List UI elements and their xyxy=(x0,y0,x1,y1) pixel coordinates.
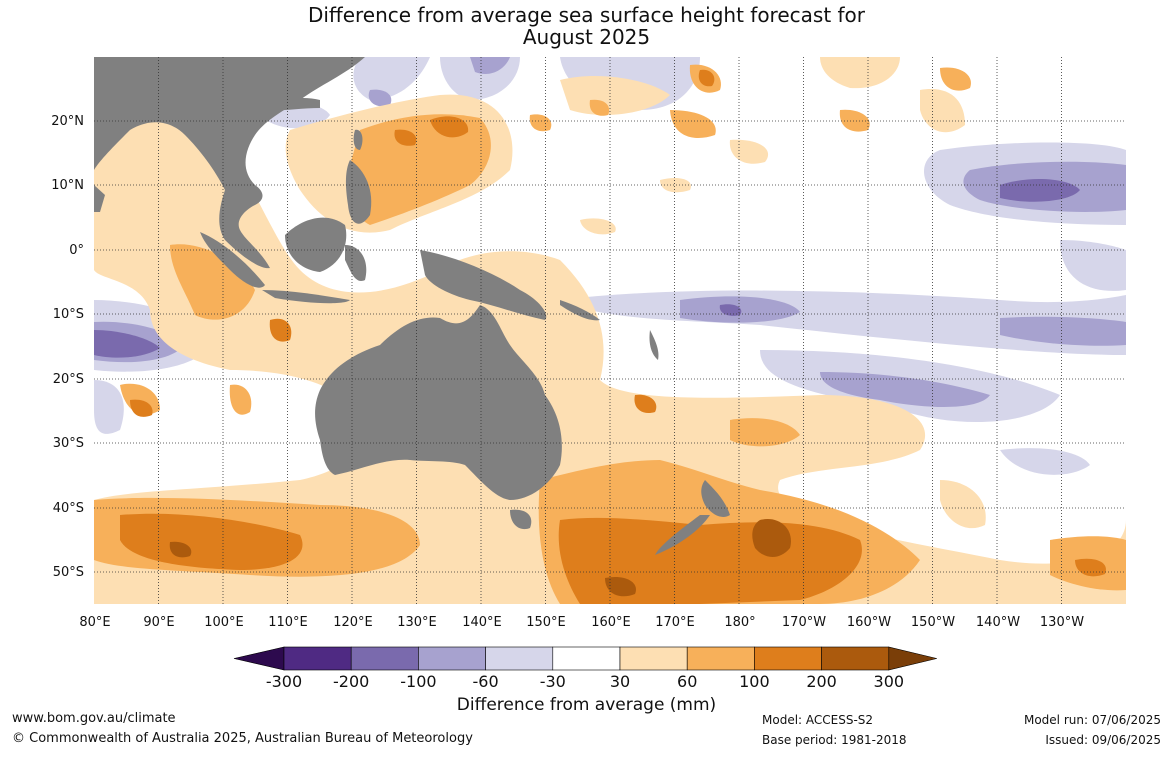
colorbar-tick-label: -60 xyxy=(473,672,499,691)
title-line-2: August 2025 xyxy=(522,25,651,49)
colorbar-swatch xyxy=(283,646,352,671)
colorbar-tick-label: 300 xyxy=(874,672,905,691)
lat-label: 10°S xyxy=(53,307,84,322)
lat-label: 10°N xyxy=(51,178,84,193)
lon-label: 160°E xyxy=(591,615,631,630)
colorbar-tick-label: -300 xyxy=(266,672,302,691)
colorbar-swatch xyxy=(821,646,890,671)
model-run-date: Model run: 07/06/2025 xyxy=(1023,713,1161,727)
colorbar-swatch xyxy=(350,646,419,671)
lon-label: 150°E xyxy=(526,615,566,630)
tasmania xyxy=(510,509,532,530)
lat-label: 30°S xyxy=(53,436,84,451)
issued-date: Issued: 09/06/2025 xyxy=(1045,733,1161,747)
lon-label: 140°E xyxy=(462,615,502,630)
colorbar-tick-label: 200 xyxy=(806,672,837,691)
colorbar-tick-label: -30 xyxy=(540,672,566,691)
colorbar-tick-label: -100 xyxy=(400,672,436,691)
land-masses xyxy=(94,57,730,555)
lat-label: 20°S xyxy=(53,372,84,387)
title-line-1: Difference from average sea surface heig… xyxy=(307,3,866,27)
lat-label: 0° xyxy=(69,243,84,258)
gridlines xyxy=(94,57,1126,604)
base-period: Base period: 1981-2018 xyxy=(762,733,907,747)
colorbar-swatch xyxy=(552,646,621,671)
lon-label: 120°E xyxy=(333,615,373,630)
lon-label: 90°E xyxy=(143,615,174,630)
copyright-text: © Commonwealth of Australia 2025, Austra… xyxy=(12,731,473,746)
model-name: Model: ACCESS-S2 xyxy=(762,713,874,727)
solomon-islands xyxy=(560,300,600,321)
website-link[interactable]: www.bom.gov.au/climate xyxy=(12,711,176,726)
new-guinea xyxy=(420,250,547,320)
lon-label: 130°W xyxy=(1040,615,1084,630)
colorbar-swatch xyxy=(619,646,688,671)
map-title: Difference from average sea surface heig… xyxy=(0,4,1173,48)
longitude-labels: 80°E 90°E 100°E 110°E 120°E 130°E 140°E … xyxy=(79,615,1084,630)
colorbar-tick-label: 100 xyxy=(739,672,770,691)
colorbar-tick-label: 60 xyxy=(677,672,697,691)
colorbar-title: Difference from average (mm) xyxy=(456,695,717,715)
lat-label: 20°N xyxy=(51,114,84,129)
colorbar-extend-low xyxy=(233,646,285,671)
colorbar-swatch xyxy=(418,646,486,671)
lon-label: 180° xyxy=(724,615,755,630)
colorbar-extend-high xyxy=(888,646,937,671)
lon-label: 170°W xyxy=(782,615,826,630)
anomaly-brown xyxy=(169,519,791,597)
lon-label: 100°E xyxy=(204,615,244,630)
colorbar-tick-label: -200 xyxy=(333,672,369,691)
japan-south xyxy=(260,98,320,111)
lon-label: 140°W xyxy=(976,615,1020,630)
sulawesi xyxy=(345,245,367,281)
latitude-labels: 20°N 10°N 0° 10°S 20°S 30°S 40°S 50°S xyxy=(51,114,84,580)
map-area xyxy=(94,57,1126,604)
colorbar-swatch xyxy=(686,646,755,671)
colorbar-swatch xyxy=(485,646,554,671)
vanuatu xyxy=(649,330,659,360)
lon-label: 80°E xyxy=(79,615,110,630)
new-zealand-north xyxy=(701,480,730,517)
australia xyxy=(315,305,562,500)
new-zealand-south xyxy=(655,515,710,555)
borneo xyxy=(285,217,347,272)
india-tip xyxy=(94,185,105,212)
asia-mainland xyxy=(94,57,365,269)
colorbar-swatch xyxy=(754,646,822,671)
sumatra xyxy=(200,232,265,288)
lon-label: 130°E xyxy=(397,615,437,630)
lon-label: 110°E xyxy=(268,615,308,630)
lat-label: 40°S xyxy=(53,501,84,516)
colorbar: -300 -200 -100 -60 -30 30 60 100 200 300 xyxy=(233,646,937,691)
lat-label: 50°S xyxy=(53,565,84,580)
lon-label: 170°E xyxy=(655,615,695,630)
colorbar-tick-label: 30 xyxy=(610,672,630,691)
lon-label: 150°W xyxy=(911,615,955,630)
taiwan xyxy=(353,129,363,150)
java xyxy=(262,290,350,304)
lon-label: 160°W xyxy=(847,615,891,630)
